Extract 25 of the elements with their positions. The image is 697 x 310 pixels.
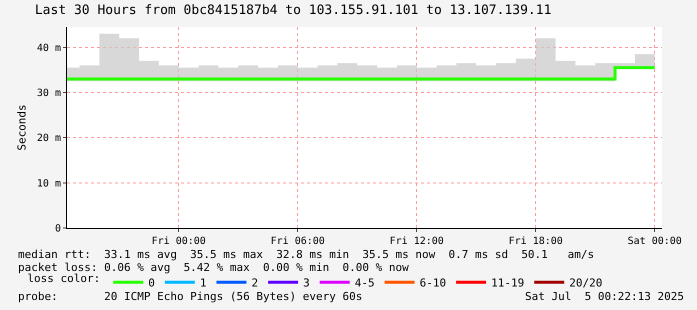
legend-label: 11-19 xyxy=(491,276,524,290)
legend-label: 1 xyxy=(200,276,206,290)
legend-title: loss color: xyxy=(27,272,100,286)
legend-label: 4-5 xyxy=(354,276,375,290)
x-tick-label: Fri 00:00 xyxy=(152,236,206,247)
y-tick-label: 40 m xyxy=(36,42,61,54)
legend-label: 20/20 xyxy=(569,276,602,290)
y-tick-label: 20 m xyxy=(36,133,61,144)
x-tick-label: Fri 06:00 xyxy=(270,236,325,247)
y-tick-label: 0 xyxy=(54,224,61,234)
x-tick-label: Fri 18:00 xyxy=(508,236,563,247)
text: median rtt: 33.1 ms avg 35.5 ms max 32.8 ms min 35.5 ms now 0.7 ms sd 50.1 am/s xyxy=(18,248,594,261)
x-tick-label: Sat 00:00 xyxy=(628,236,682,247)
text: Sat Jul 5 00:22:13 2025 xyxy=(525,290,684,303)
chart-title: Last 30 Hours from 0bc8415187b4 to 103.155.91.101 to 13.107.139.11 xyxy=(34,2,552,18)
text: packet loss: 0.06 % avg 5.42 % max 0.00 % min 0.00 % now xyxy=(18,261,410,274)
text: probe: 20 ICMP Echo Pings (56 Bytes) every 60s xyxy=(18,290,362,303)
legend-label: 0 xyxy=(148,276,155,290)
legend-label: 3 xyxy=(303,276,310,290)
legend-label: 2 xyxy=(251,276,258,290)
legend-label: 6-10 xyxy=(420,276,446,290)
y-axis-title: Seconds xyxy=(16,104,29,151)
y-tick-label: 30 m xyxy=(36,88,61,99)
y-tick-label: 10 m xyxy=(36,178,61,190)
x-tick-label: Fri 12:00 xyxy=(390,236,444,247)
